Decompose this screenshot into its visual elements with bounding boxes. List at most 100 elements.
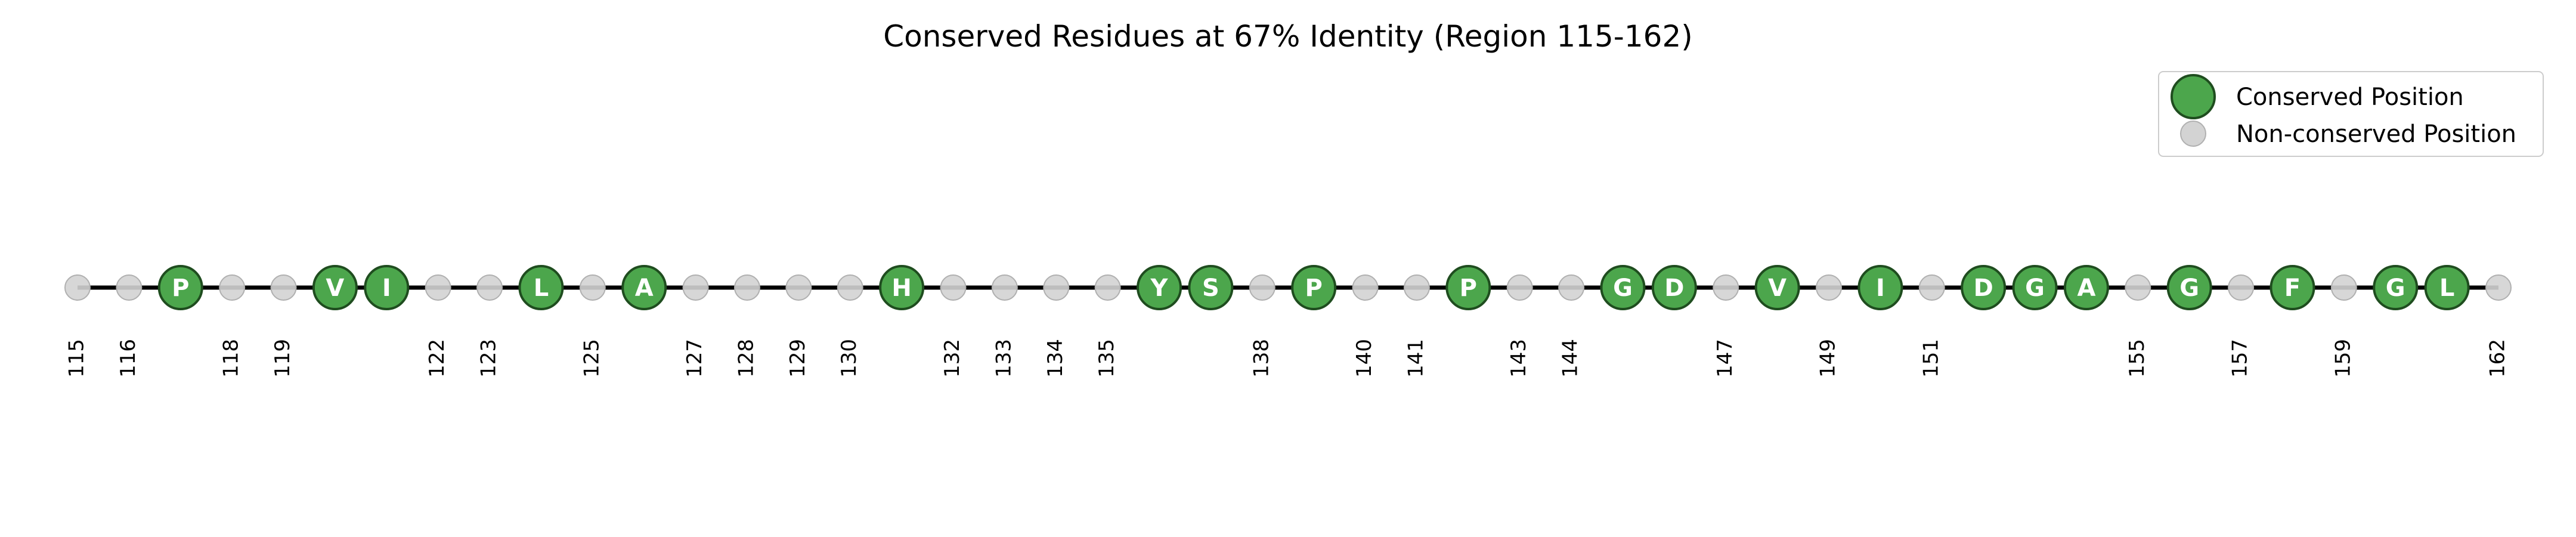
- nonconserved-marker: [476, 274, 503, 301]
- conserved-marker: [157, 265, 203, 310]
- residue-label: L: [534, 274, 549, 302]
- tick-label: 140: [1352, 339, 1376, 378]
- tick-label: 123: [477, 339, 501, 378]
- nonconserved-marker: [1249, 274, 1275, 301]
- nonconserved-marker: [682, 274, 709, 301]
- legend-box: [2158, 71, 2544, 157]
- nonconserved-marker: [579, 274, 606, 301]
- legend-conserved-marker: [2171, 74, 2216, 119]
- tick-label: 127: [683, 339, 707, 378]
- residue-label: G: [2386, 274, 2405, 302]
- nonconserved-marker: [1352, 274, 1379, 301]
- nonconserved-marker: [1558, 274, 1585, 301]
- nonconserved-marker: [425, 274, 451, 301]
- tick-label: 157: [2228, 339, 2252, 378]
- nonconserved-marker: [64, 274, 91, 301]
- conserved-marker: [879, 265, 925, 310]
- residue-label: Y: [1150, 274, 1169, 302]
- tick-label: 129: [786, 339, 810, 378]
- conserved-marker: [2373, 265, 2419, 310]
- tick-label: 115: [65, 339, 89, 378]
- nonconserved-marker: [219, 274, 246, 301]
- residue-label: P: [1460, 274, 1477, 302]
- residue-label: P: [172, 274, 189, 302]
- tick-label: 141: [1404, 339, 1428, 378]
- residue-label: V: [1768, 274, 1787, 302]
- residue-label: G: [1613, 274, 1633, 302]
- legend-label: Conserved Position: [2236, 84, 2464, 111]
- residue-label: H: [891, 274, 911, 302]
- tick-label: 155: [2125, 339, 2149, 378]
- legend-nonconserved-marker: [2180, 121, 2206, 147]
- legend: Conserved Position Non-conserved Position: [2158, 71, 2544, 157]
- nonconserved-marker: [991, 274, 1018, 301]
- tick-label: 135: [1095, 339, 1119, 378]
- tick-label: 143: [1507, 339, 1531, 378]
- residue-label: L: [2439, 274, 2455, 302]
- conserved-marker: [1651, 265, 1697, 310]
- tick-label: 144: [1559, 339, 1583, 378]
- nonconserved-marker: [785, 274, 812, 301]
- tick-label: 132: [940, 339, 964, 378]
- tick-label: 119: [271, 339, 295, 378]
- tick-label: 116: [116, 339, 140, 378]
- conserved-marker: [1754, 265, 1800, 310]
- conserved-marker: [2063, 265, 2109, 310]
- residue-label: I: [1876, 274, 1885, 302]
- conserved-marker: [1291, 265, 1337, 310]
- nonconserved-marker: [1043, 274, 1070, 301]
- tick-label: 151: [1919, 339, 1943, 378]
- residue-track: P V I L A H Y S P P G D V I D G A G F G L 115 116 118 119 122 123 1…: [64, 265, 2512, 378]
- tick-label: 159: [2331, 339, 2355, 378]
- residue-label: I: [382, 274, 391, 302]
- residue-label: S: [1202, 274, 1219, 302]
- residue-label: A: [2077, 274, 2095, 302]
- nonconserved-marker: [837, 274, 863, 301]
- conserved-marker: [621, 265, 667, 310]
- conserved-marker: [2012, 265, 2058, 310]
- conserved-marker: [312, 265, 358, 310]
- tick-label: 138: [1249, 339, 1273, 378]
- nonconserved-marker: [2228, 274, 2255, 301]
- nonconserved-marker: [940, 274, 967, 301]
- nonconserved-marker: [2125, 274, 2151, 301]
- nonconserved-marker: [2485, 274, 2512, 301]
- tick-label: 149: [1816, 339, 1840, 378]
- conserved-marker: [518, 265, 564, 310]
- tick-label: 128: [734, 339, 758, 378]
- nonconserved-marker: [270, 274, 297, 301]
- conserved-marker: [364, 265, 410, 310]
- tick-label: 122: [425, 339, 449, 378]
- conserved-marker: [2166, 265, 2212, 310]
- residue-label: G: [2179, 274, 2199, 302]
- nonconserved-marker: [1506, 274, 1533, 301]
- conserved-marker: [2424, 265, 2470, 310]
- tick-label: 130: [837, 339, 861, 378]
- tick-label: 147: [1713, 339, 1737, 378]
- nonconserved-marker: [1918, 274, 1945, 301]
- nonconserved-marker: [1816, 274, 1843, 301]
- nonconserved-marker: [2330, 274, 2357, 301]
- conserved-marker: [1137, 265, 1182, 310]
- residue-label: D: [1664, 274, 1684, 302]
- chart-title: Conserved Residues at 67% Identity (Regi…: [883, 19, 1693, 54]
- residue-label: D: [1974, 274, 1993, 302]
- residue-label: P: [1305, 274, 1323, 302]
- tick-label: 133: [992, 339, 1015, 378]
- conserved-marker: [1857, 265, 1903, 310]
- residue-label: V: [326, 274, 344, 302]
- conserved-marker: [1961, 265, 2007, 310]
- tick-label: 118: [219, 339, 243, 378]
- tick-label: 162: [2486, 339, 2510, 378]
- conserved-marker: [1188, 265, 1234, 310]
- conserved-marker: [2270, 265, 2315, 310]
- nonconserved-marker: [1403, 274, 1430, 301]
- residue-label: A: [635, 274, 654, 302]
- nonconserved-marker: [733, 274, 760, 301]
- tick-label: 125: [580, 339, 603, 378]
- tick-label: 134: [1044, 339, 1067, 378]
- residue-label: G: [2025, 274, 2045, 302]
- conserved-marker: [1600, 265, 1646, 310]
- nonconserved-marker: [1713, 274, 1739, 301]
